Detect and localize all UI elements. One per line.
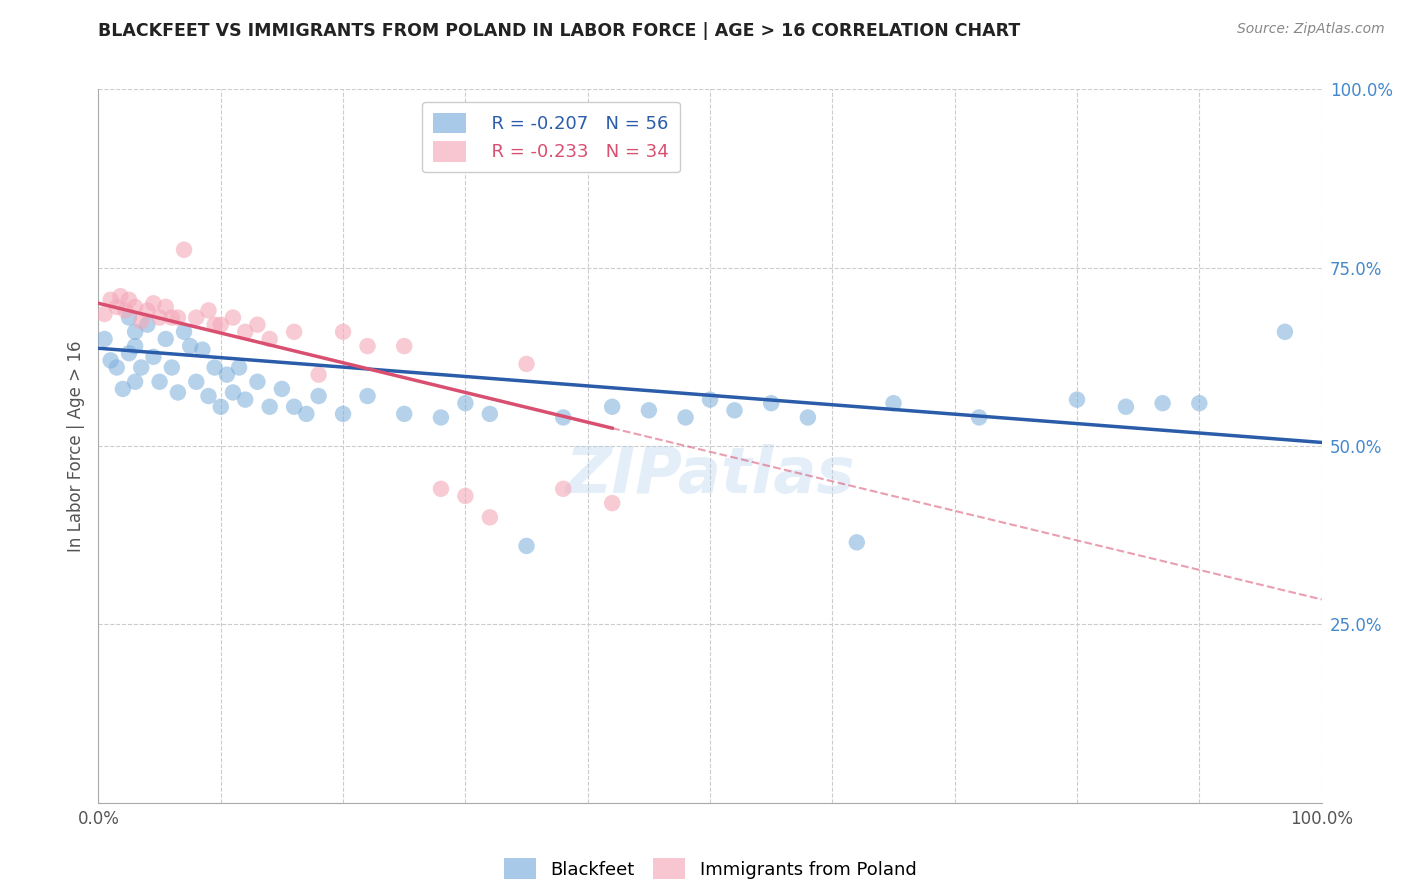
Point — [167, 310, 190, 325]
Point — [638, 403, 661, 417]
Point — [105, 300, 128, 314]
Y-axis label: In Labor Force | Age > 16: In Labor Force | Age > 16 — [67, 340, 86, 552]
Point — [430, 410, 453, 425]
Point — [283, 400, 305, 414]
Point — [204, 360, 226, 375]
Point — [515, 539, 537, 553]
Point — [149, 375, 172, 389]
Point — [160, 360, 183, 375]
Point — [136, 318, 159, 332]
Point — [129, 314, 152, 328]
Point — [246, 375, 269, 389]
Text: BLACKFEET VS IMMIGRANTS FROM POLAND IN LABOR FORCE | AGE > 16 CORRELATION CHART: BLACKFEET VS IMMIGRANTS FROM POLAND IN L… — [98, 22, 1021, 40]
Point — [215, 368, 238, 382]
Point — [93, 332, 115, 346]
Point — [1115, 400, 1137, 414]
Point — [233, 325, 256, 339]
Point — [553, 410, 575, 425]
Point — [270, 382, 294, 396]
Point — [600, 400, 623, 414]
Point — [845, 535, 868, 549]
Point — [209, 400, 232, 414]
Point — [155, 300, 177, 314]
Point — [308, 389, 330, 403]
Point — [222, 385, 245, 400]
Point — [259, 400, 281, 414]
Point — [105, 360, 128, 375]
Point — [110, 289, 132, 303]
Point — [600, 496, 623, 510]
Point — [553, 482, 575, 496]
Point — [392, 339, 416, 353]
Point — [883, 396, 905, 410]
Point — [209, 318, 232, 332]
Point — [699, 392, 721, 407]
Point — [1066, 392, 1088, 407]
Point — [332, 407, 354, 421]
Point — [454, 489, 477, 503]
Point — [93, 307, 115, 321]
Point — [356, 339, 378, 353]
Point — [155, 332, 177, 346]
Point — [1188, 396, 1211, 410]
Point — [233, 392, 256, 407]
Point — [967, 410, 990, 425]
Text: ZIPatlas: ZIPatlas — [565, 443, 855, 506]
Point — [118, 346, 141, 360]
Point — [167, 385, 190, 400]
Point — [179, 339, 201, 353]
Point — [124, 300, 146, 314]
Point — [142, 296, 165, 310]
Point — [430, 482, 453, 496]
Point — [246, 318, 269, 332]
Legend: Blackfeet, Immigrants from Poland: Blackfeet, Immigrants from Poland — [496, 851, 924, 887]
Point — [295, 407, 318, 421]
Point — [160, 310, 183, 325]
Point — [228, 360, 250, 375]
Point — [204, 318, 226, 332]
Point — [308, 368, 330, 382]
Point — [186, 310, 208, 325]
Point — [142, 350, 165, 364]
Point — [675, 410, 697, 425]
Point — [118, 293, 141, 307]
Text: Source: ZipAtlas.com: Source: ZipAtlas.com — [1237, 22, 1385, 37]
Point — [1152, 396, 1174, 410]
Point — [797, 410, 820, 425]
Point — [173, 325, 195, 339]
Point — [149, 310, 172, 325]
Point — [332, 325, 354, 339]
Point — [478, 510, 501, 524]
Point — [100, 353, 122, 368]
Point — [356, 389, 378, 403]
Point — [259, 332, 281, 346]
Point — [515, 357, 537, 371]
Point — [124, 325, 146, 339]
Point — [114, 303, 136, 318]
Point — [761, 396, 783, 410]
Point — [124, 375, 146, 389]
Point — [197, 303, 219, 318]
Point — [124, 339, 146, 353]
Point — [197, 389, 219, 403]
Point — [186, 375, 208, 389]
Point — [100, 293, 122, 307]
Point — [222, 310, 245, 325]
Point — [283, 325, 305, 339]
Point — [191, 343, 214, 357]
Point — [723, 403, 745, 417]
Point — [111, 382, 134, 396]
Point — [173, 243, 195, 257]
Point — [129, 360, 152, 375]
Point — [478, 407, 501, 421]
Point — [118, 310, 141, 325]
Point — [392, 407, 416, 421]
Point — [136, 303, 159, 318]
Point — [1274, 325, 1296, 339]
Point — [454, 396, 477, 410]
